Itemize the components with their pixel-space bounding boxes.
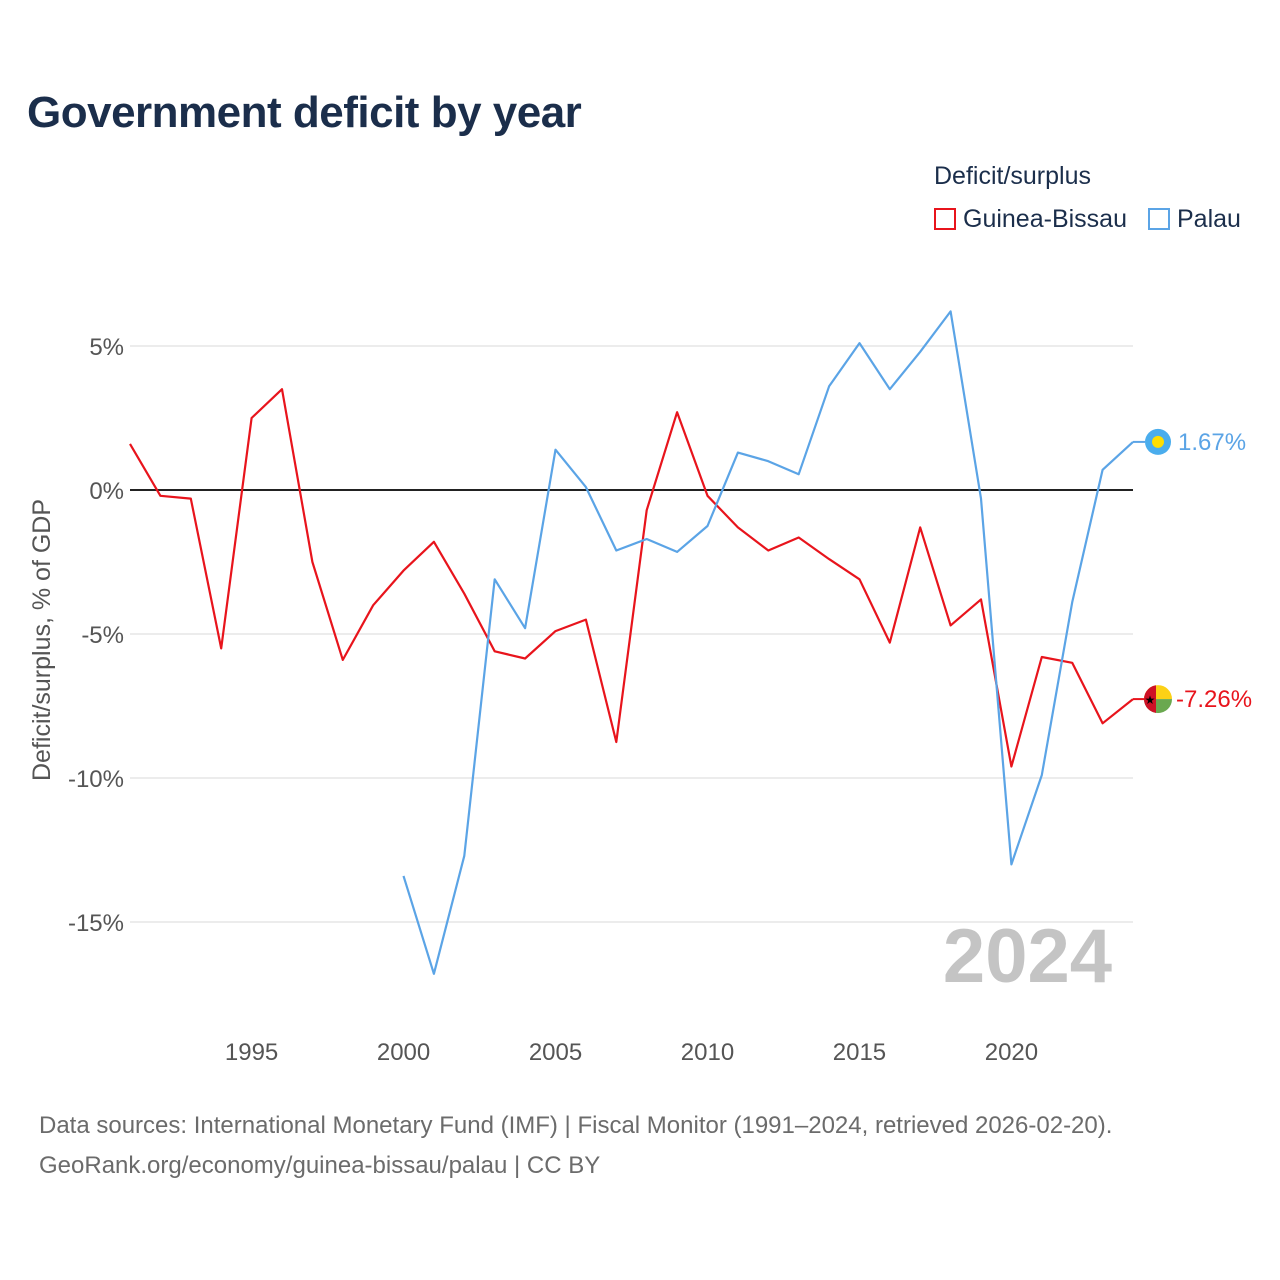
- chart-title: Government deficit by year: [27, 88, 582, 137]
- legend-swatch-palau: [1148, 208, 1170, 230]
- source-line-2[interactable]: GeoRank.org/economy/guinea-bissau/palau …: [39, 1152, 601, 1179]
- palau-flag-icon: [1145, 428, 1171, 455]
- end-markers: ★ 1.67% -7.26%: [1144, 428, 1252, 714]
- x-tick-label: 2000: [377, 1039, 430, 1066]
- year-watermark: 2024: [943, 914, 1112, 999]
- y-tick-label: -5%: [81, 622, 124, 649]
- x-tick-label: 2015: [833, 1039, 886, 1066]
- x-tick-label: 2020: [985, 1039, 1038, 1066]
- x-tick-label: 2005: [529, 1039, 582, 1066]
- y-tick-label: 0%: [89, 478, 124, 505]
- series-line-palau[interactable]: [402, 310, 1134, 975]
- end-label-guinea-bissau: -7.26%: [1176, 686, 1252, 713]
- source-line-1: Data sources: International Monetary Fun…: [39, 1112, 1113, 1139]
- guinea-bissau-flag-icon: ★: [1144, 685, 1172, 714]
- legend-item-palau[interactable]: Palau: [1148, 204, 1241, 234]
- legend-swatch-guinea-bissau: [934, 208, 956, 230]
- source-note: Data sources: International Monetary Fun…: [39, 1106, 1112, 1186]
- legend-item-guinea-bissau[interactable]: Guinea-Bissau: [934, 204, 1127, 234]
- legend-title: Deficit/surplus: [934, 162, 1091, 190]
- legend-label-palau: Palau: [1177, 204, 1241, 233]
- line-chart: 5% 0% -5% -10% -15% 1995 2000 2005 2010 2015 2020…: [28, 310, 1252, 1066]
- x-tick-label: 1995: [225, 1039, 278, 1066]
- y-tick-labels: 5% 0% -5% -10% -15%: [68, 334, 124, 937]
- series-line-guinea-bissau[interactable]: [129, 388, 1134, 768]
- end-label-palau: 1.67%: [1178, 429, 1246, 456]
- legend-label-guinea-bissau: Guinea-Bissau: [963, 204, 1127, 233]
- x-tick-labels: 1995 2000 2005 2010 2015 2020: [225, 1039, 1038, 1066]
- y-tick-label: -15%: [68, 910, 124, 937]
- svg-text:★: ★: [1145, 693, 1156, 707]
- y-axis-label: Deficit/surplus, % of GDP: [28, 499, 56, 781]
- y-tick-label: -10%: [68, 766, 124, 793]
- x-tick-label: 2010: [681, 1039, 734, 1066]
- y-tick-label: 5%: [89, 334, 124, 361]
- series-lines: [129, 310, 1145, 975]
